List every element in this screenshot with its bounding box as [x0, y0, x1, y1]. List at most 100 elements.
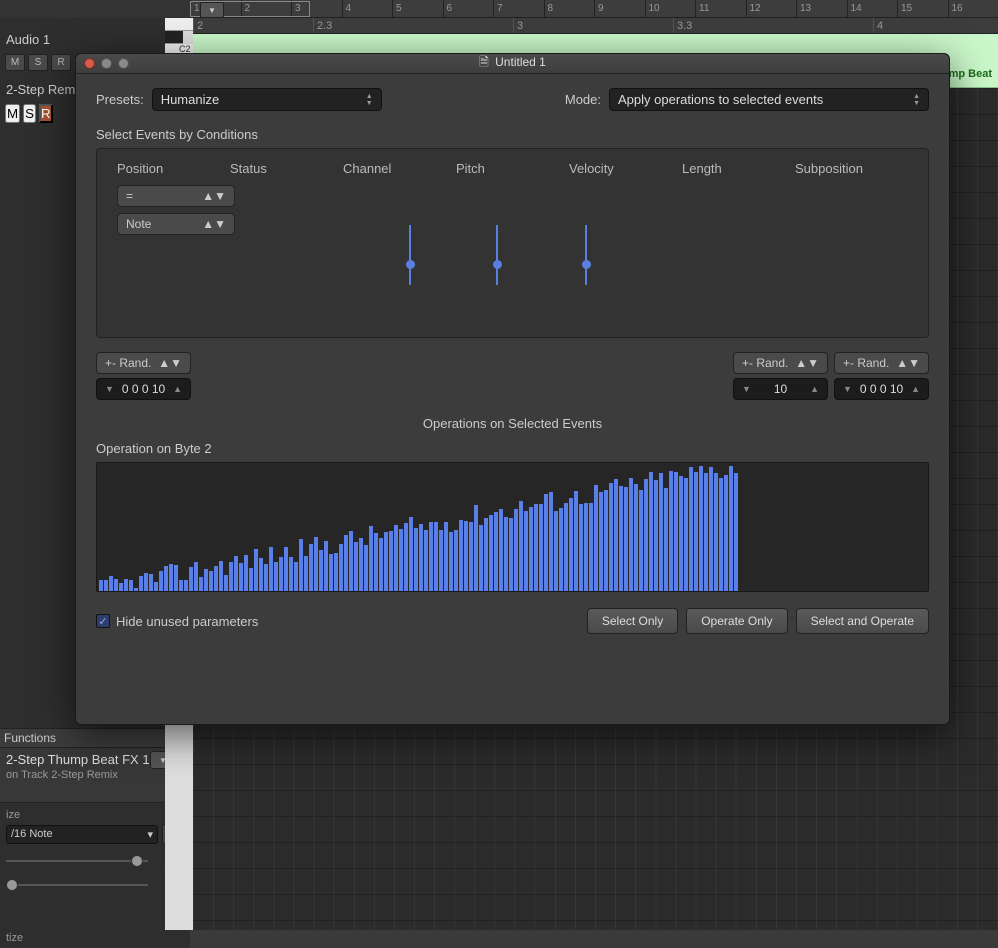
ramp-bar[interactable] — [514, 509, 518, 591]
ramp-bar[interactable] — [599, 492, 603, 591]
hide-unused-checkbox-group[interactable]: ✓ Hide unused parameters — [96, 614, 258, 629]
rand-value-right2[interactable]: ▼ 0 0 0 10 ▲ — [834, 378, 929, 400]
ramp-bar[interactable] — [349, 531, 353, 591]
ramp-bar[interactable] — [704, 473, 708, 592]
ramp-bar[interactable] — [134, 588, 138, 591]
ramp-bar[interactable] — [99, 580, 103, 591]
note-value-dropdown[interactable]: /16 Note ▾ — [6, 825, 158, 844]
ramp-bar[interactable] — [369, 526, 373, 591]
ramp-bar[interactable] — [324, 541, 328, 591]
rand-value-right1[interactable]: ▼ 10 ▲ — [733, 378, 828, 400]
ramp-bar[interactable] — [549, 492, 553, 591]
ramp-bar[interactable] — [689, 467, 693, 591]
ramp-bar[interactable] — [304, 556, 308, 591]
ramp-bar[interactable] — [504, 517, 508, 591]
piano-key-row0[interactable] — [165, 18, 193, 31]
ramp-bar[interactable] — [669, 471, 673, 591]
velocity-fader-handle[interactable] — [582, 260, 591, 269]
ramp-bar[interactable] — [364, 545, 368, 591]
ramp-bar[interactable] — [129, 580, 133, 591]
ramp-bar[interactable] — [594, 485, 598, 591]
ramp-bar[interactable] — [699, 466, 703, 591]
select-only-button[interactable]: Select Only — [587, 608, 678, 634]
ramp-bar[interactable] — [384, 532, 388, 591]
ramp-bar[interactable] — [224, 575, 228, 591]
piano-key-row1[interactable] — [165, 31, 183, 44]
ramp-bar[interactable] — [174, 565, 178, 591]
ramp-bar[interactable] — [319, 550, 323, 591]
pitch-fader-handle[interactable] — [493, 260, 502, 269]
presets-dropdown[interactable]: Humanize ▲▼ — [152, 88, 382, 111]
rand-left-up-arrow[interactable]: ▲ — [173, 384, 182, 394]
select-and-operate-button[interactable]: Select and Operate — [796, 608, 929, 634]
ramp-bar[interactable] — [709, 467, 713, 591]
ramp-bar[interactable] — [159, 571, 163, 591]
ramp-bar[interactable] — [169, 564, 173, 591]
ramp-bar[interactable] — [644, 479, 648, 591]
ramp-bar[interactable] — [164, 566, 168, 591]
rand-right2-down-arrow[interactable]: ▼ — [843, 384, 852, 394]
ramp-bar[interactable] — [539, 504, 543, 591]
ramp-bar[interactable] — [584, 503, 588, 591]
rand-left-down-arrow[interactable]: ▼ — [105, 384, 114, 394]
ramp-bar[interactable] — [469, 522, 473, 591]
transform-dialog-window[interactable]: 🗎 Untitled 1 Presets: Humanize ▲▼ Mode: … — [75, 53, 950, 725]
rand-right1-stepper-icon[interactable]: ▲▼ — [795, 356, 819, 370]
ramp-bar[interactable] — [344, 535, 348, 591]
ramp-bar[interactable] — [419, 524, 423, 591]
ramp-bar[interactable] — [329, 554, 333, 591]
ramp-bar[interactable] — [124, 579, 128, 591]
ramp-bar[interactable] — [479, 525, 483, 591]
slider1-row[interactable]: 100 — [6, 854, 184, 868]
ramp-bar[interactable] — [519, 501, 523, 591]
ramp-bar[interactable] — [284, 547, 288, 591]
rand-left-stepper-icon[interactable]: ▲▼ — [158, 356, 182, 370]
ramp-bar[interactable] — [109, 576, 113, 591]
ramp-bar[interactable] — [389, 531, 393, 591]
ramp-bar[interactable] — [279, 557, 283, 591]
ramp-bar[interactable] — [249, 568, 253, 591]
ramp-bar[interactable] — [509, 518, 513, 591]
ramp-bar[interactable] — [404, 523, 408, 591]
ramp-bar[interactable] — [569, 498, 573, 591]
ramp-bar[interactable] — [674, 472, 678, 591]
ramp-bar[interactable] — [409, 517, 413, 591]
ramp-bar[interactable] — [209, 571, 213, 591]
ramp-bar[interactable] — [474, 505, 478, 591]
ramp-bar[interactable] — [619, 486, 623, 591]
ramp-bar[interactable] — [649, 472, 653, 591]
note-stepper-icon[interactable]: ▲▼ — [202, 217, 226, 231]
ramp-bar[interactable] — [204, 569, 208, 591]
ramp-bar[interactable] — [684, 478, 688, 591]
ramp-bar[interactable] — [574, 491, 578, 591]
ramp-bar[interactable] — [154, 582, 158, 591]
track2-solo-button[interactable]: S — [23, 104, 36, 123]
ramp-bar[interactable] — [314, 537, 318, 591]
ramp-bar[interactable] — [104, 580, 108, 591]
slider1-handle[interactable] — [131, 855, 143, 867]
ramp-bar[interactable] — [399, 529, 403, 591]
rand-value-left[interactable]: ▼ 0 0 0 10 ▲ — [96, 378, 191, 400]
ramp-bar[interactable] — [634, 484, 638, 591]
ramp-bar[interactable] — [149, 574, 153, 591]
mode-stepper-icon[interactable]: ▲▼ — [913, 93, 920, 107]
ramp-bar[interactable] — [339, 544, 343, 591]
ramp-bar[interactable] — [664, 488, 668, 591]
velocity-fader[interactable] — [585, 225, 587, 285]
presets-stepper-icon[interactable]: ▲▼ — [366, 93, 373, 107]
track1-record-button[interactable]: R — [51, 54, 71, 71]
ramp-bar[interactable] — [624, 487, 628, 591]
rand-right2-stepper-icon[interactable]: ▲▼ — [896, 356, 920, 370]
rand-dropdown-left[interactable]: +- Rand. ▲▼ — [96, 352, 191, 374]
slider2-handle[interactable] — [6, 879, 18, 891]
ramp-bar[interactable] — [414, 528, 418, 591]
ramp-bar[interactable] — [654, 480, 658, 591]
ramp-bar[interactable] — [454, 530, 458, 591]
ramp-bar[interactable] — [194, 562, 198, 591]
pitch-fader[interactable] — [496, 225, 498, 285]
ramp-bar[interactable] — [564, 503, 568, 591]
ramp-bar[interactable] — [309, 544, 313, 591]
ramp-bar[interactable] — [499, 509, 503, 591]
ramp-bar[interactable] — [259, 558, 263, 591]
channel-fader-handle[interactable] — [406, 260, 415, 269]
